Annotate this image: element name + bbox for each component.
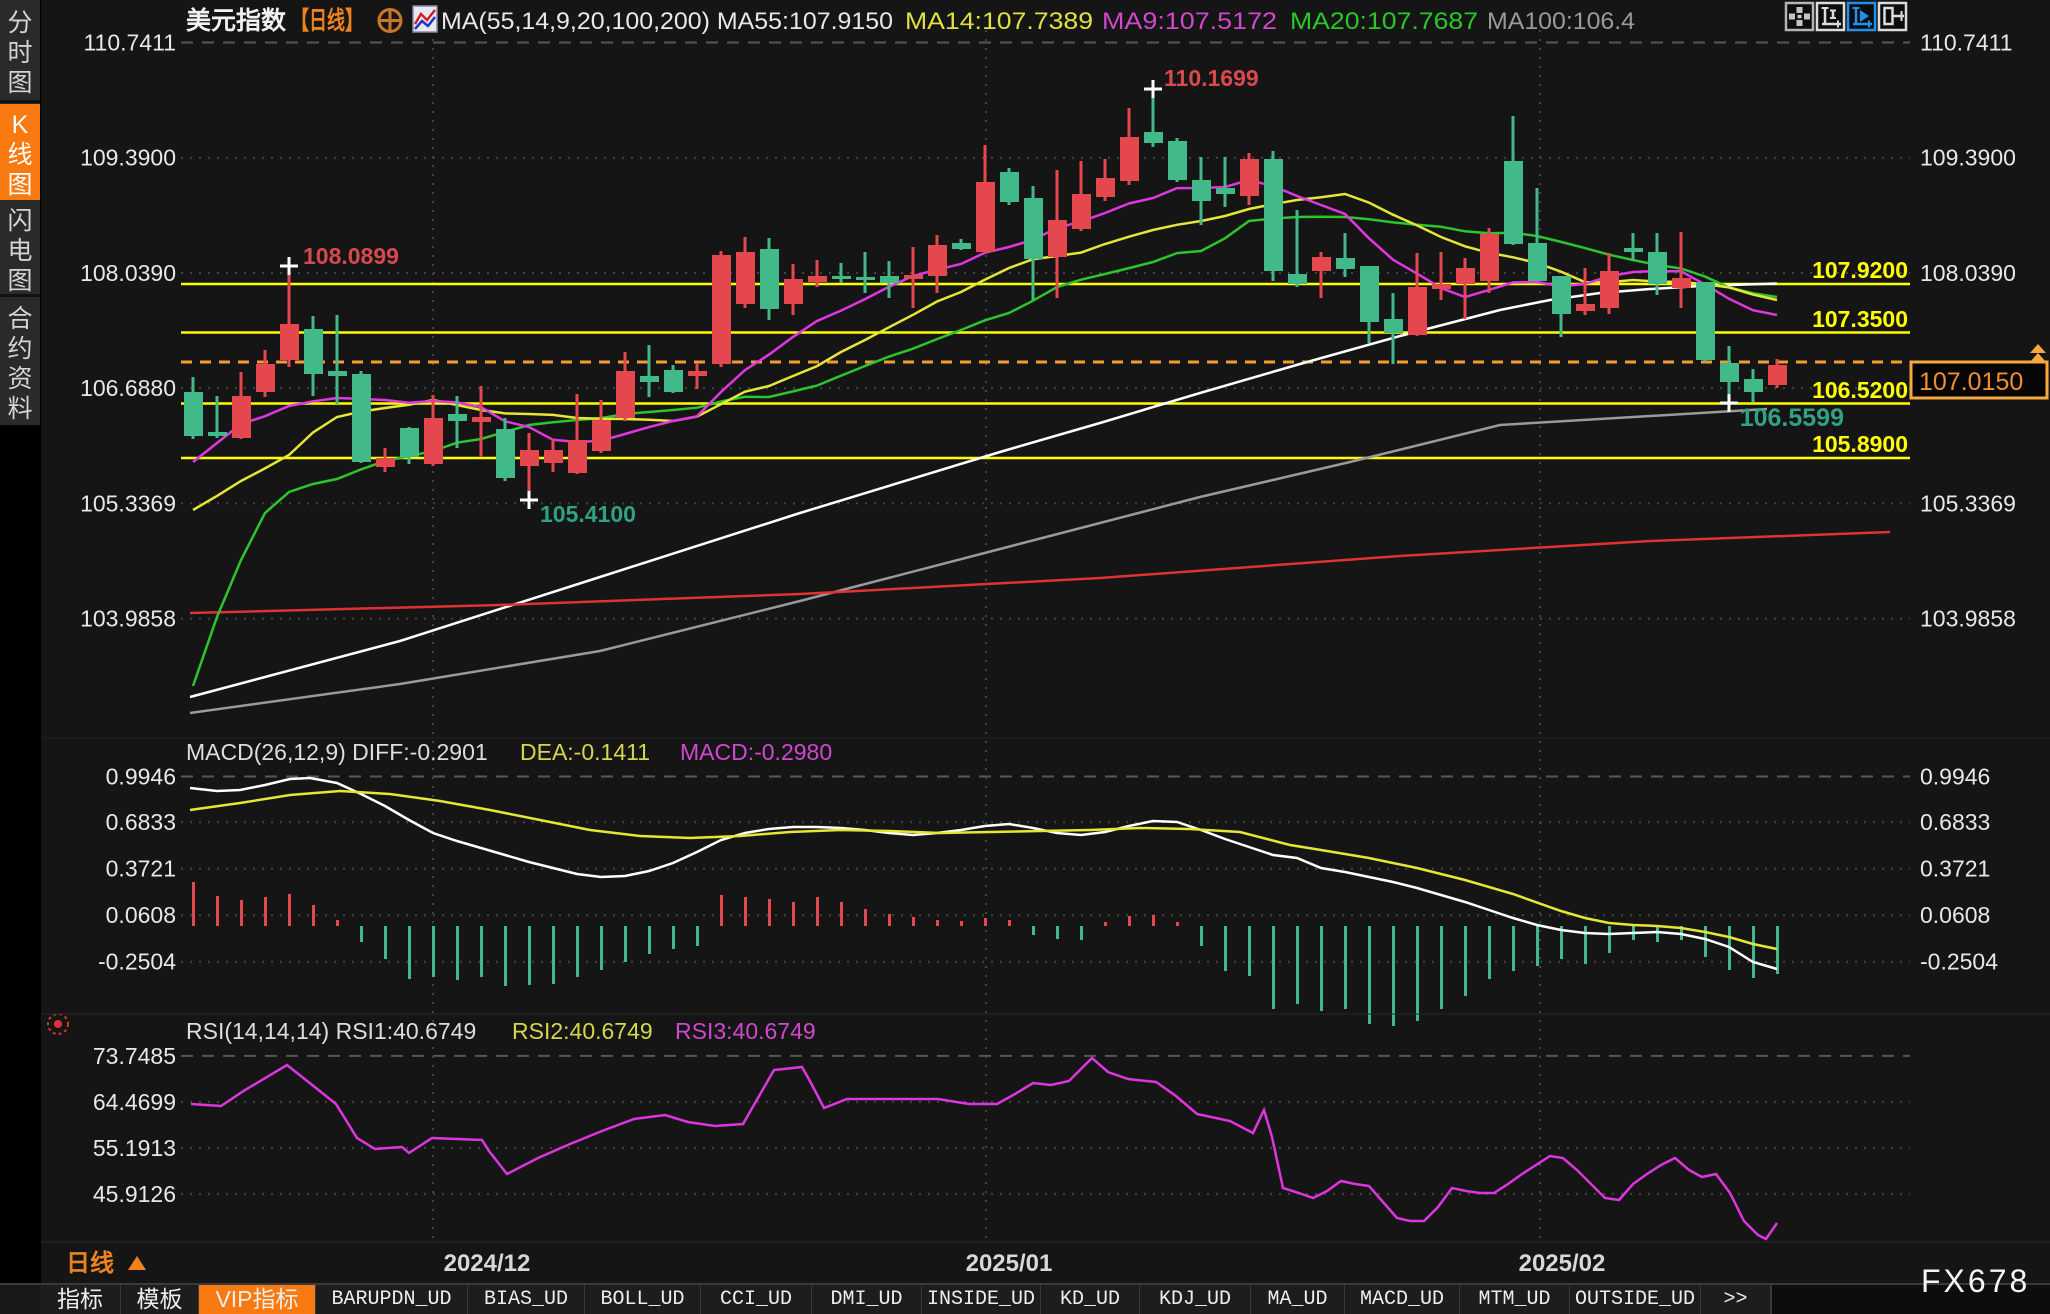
svg-text:-0.2504: -0.2504 <box>1920 949 1998 975</box>
svg-text:107.3500: 107.3500 <box>1812 306 1908 332</box>
svg-text:108.0390: 108.0390 <box>1920 260 2016 286</box>
svg-text:MA14:107.7389: MA14:107.7389 <box>905 8 1093 35</box>
svg-text:108.0390: 108.0390 <box>80 260 176 286</box>
svg-text:106.5599: 106.5599 <box>1740 404 1844 432</box>
svg-text:64.4699: 64.4699 <box>93 1089 176 1115</box>
svg-text:103.9858: 103.9858 <box>80 606 176 632</box>
svg-text:105.3369: 105.3369 <box>1920 490 2016 516</box>
svg-text:0.6833: 0.6833 <box>106 809 176 835</box>
svg-text:0.9946: 0.9946 <box>106 764 176 790</box>
svg-text:2025/01: 2025/01 <box>966 1250 1053 1277</box>
svg-text:110.7411: 110.7411 <box>83 30 176 56</box>
svg-text:2025/02: 2025/02 <box>1519 1250 1606 1277</box>
svg-text:RSI(14,14,14) RSI1:40.6749: RSI(14,14,14) RSI1:40.6749 <box>186 1018 476 1044</box>
svg-text:109.3900: 109.3900 <box>80 145 176 171</box>
svg-text:MACD(26,12,9) DIFF:-0.2901: MACD(26,12,9) DIFF:-0.2901 <box>186 739 488 765</box>
svg-text:105.3369: 105.3369 <box>80 490 176 516</box>
svg-text:0.0608: 0.0608 <box>1920 902 1990 928</box>
svg-text:108.0899: 108.0899 <box>303 243 399 269</box>
svg-text:美元指数: 美元指数 <box>186 6 287 35</box>
svg-text:45.9126: 45.9126 <box>93 1181 176 1207</box>
svg-text:105.4100: 105.4100 <box>540 501 636 527</box>
svg-text:MACD:-0.2980: MACD:-0.2980 <box>680 739 832 765</box>
svg-text:110.7411: 110.7411 <box>1920 30 2013 56</box>
svg-text:0.6833: 0.6833 <box>1920 809 1990 835</box>
svg-text:107.0150: 107.0150 <box>1919 368 2023 396</box>
svg-text:0.0608: 0.0608 <box>106 902 176 928</box>
svg-text:0.9946: 0.9946 <box>1920 764 1990 790</box>
svg-text:103.9858: 103.9858 <box>1920 606 2016 632</box>
svg-text:73.7485: 73.7485 <box>93 1043 176 1069</box>
svg-text:【日线】: 【日线】 <box>291 6 363 35</box>
svg-text:0.3721: 0.3721 <box>1920 856 1990 882</box>
svg-text:109.3900: 109.3900 <box>1920 145 2016 171</box>
svg-text:DEA:-0.1411: DEA:-0.1411 <box>520 739 650 765</box>
svg-text:0.3721: 0.3721 <box>106 856 176 882</box>
svg-text:105.8900: 105.8900 <box>1812 431 1908 457</box>
svg-text:RSI2:40.6749: RSI2:40.6749 <box>512 1018 653 1044</box>
svg-text:55.1913: 55.1913 <box>93 1135 176 1161</box>
svg-text:日线: 日线 <box>66 1250 114 1277</box>
svg-text:110.1699: 110.1699 <box>1164 65 1259 91</box>
svg-text:-0.2504: -0.2504 <box>98 949 176 975</box>
svg-text:106.6880: 106.6880 <box>80 375 176 401</box>
svg-text:MA9:107.5172: MA9:107.5172 <box>1102 8 1277 35</box>
svg-text:106.5200: 106.5200 <box>1812 377 1908 403</box>
svg-text:MA(55,14,9,20,100,200) MA55:10: MA(55,14,9,20,100,200) MA55:107.9150 <box>441 8 893 35</box>
svg-text:107.9200: 107.9200 <box>1812 257 1908 283</box>
svg-text:2024/12: 2024/12 <box>444 1250 531 1277</box>
svg-text:MA100:106.4: MA100:106.4 <box>1487 8 1635 35</box>
svg-text:RSI3:40.6749: RSI3:40.6749 <box>675 1018 816 1044</box>
svg-text:MA20:107.7687: MA20:107.7687 <box>1290 8 1478 35</box>
